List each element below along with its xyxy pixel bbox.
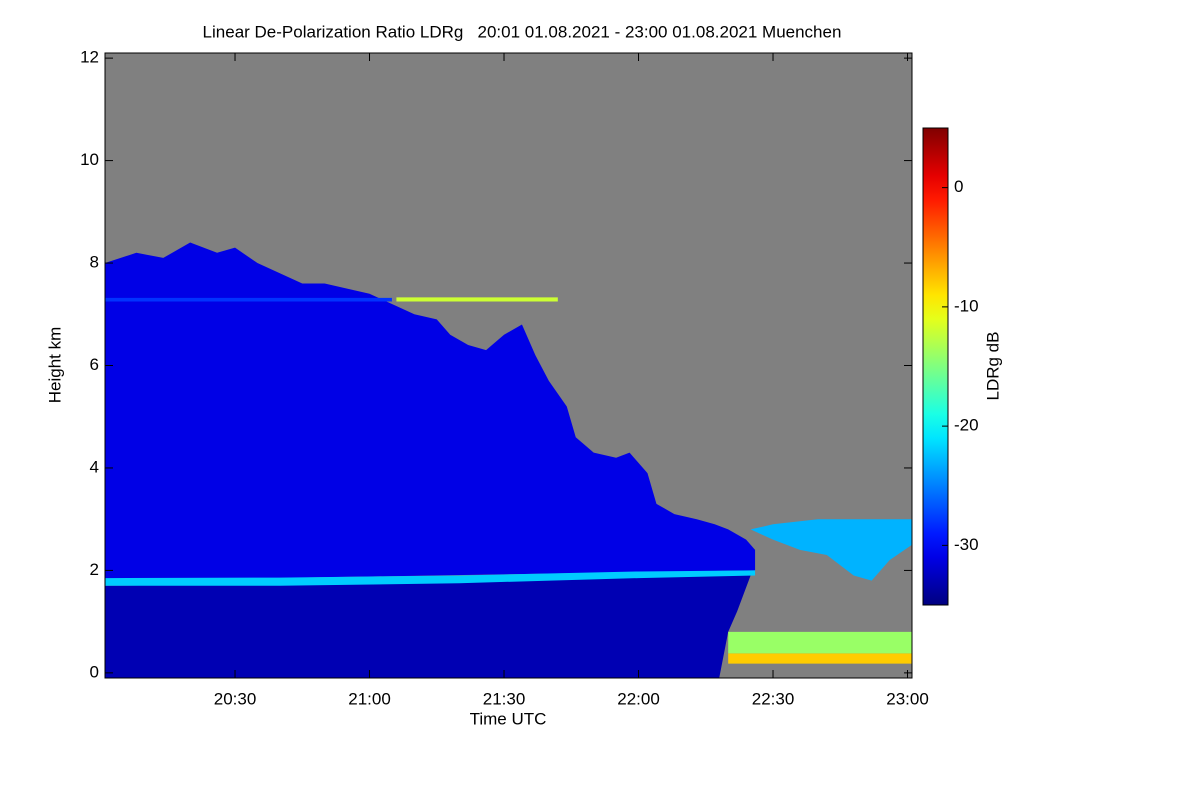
y-tick-label: 6 <box>90 355 99 374</box>
x-tick-label: 22:30 <box>752 689 795 708</box>
y-tick-label: 4 <box>90 457 99 476</box>
x-tick-label: 23:00 <box>886 689 929 708</box>
colorbar-tick-label: 0 <box>954 177 963 196</box>
ldr-region <box>396 297 558 302</box>
colorbar <box>922 127 949 606</box>
y-axis-label: Height km <box>45 327 64 404</box>
ldr-region <box>728 653 912 664</box>
ldr-region <box>105 575 751 678</box>
chart-title: Linear De-Polarization Ratio LDRg 20:01 … <box>203 22 842 41</box>
colorbar-tick-label: -20 <box>954 416 979 435</box>
colorbar-tick-label: -30 <box>954 535 979 554</box>
x-tick-label: 21:00 <box>348 689 391 708</box>
y-tick-label: 12 <box>80 48 99 67</box>
colorbar-tick-label: -10 <box>954 296 979 315</box>
ldr-region <box>105 297 392 302</box>
x-tick-label: 20:30 <box>214 689 257 708</box>
x-tick-label: 22:00 <box>617 689 660 708</box>
y-tick-label: 8 <box>90 253 99 272</box>
ldr-region <box>105 242 756 581</box>
ldr-region <box>750 519 912 581</box>
x-axis-label: Time UTC <box>470 709 547 728</box>
ldr-region <box>728 631 912 654</box>
colorbar-label: LDRg dB <box>983 332 1002 401</box>
x-tick-label: 21:30 <box>483 689 526 708</box>
y-tick-label: 10 <box>80 150 99 169</box>
ldr-region <box>105 570 756 586</box>
y-tick-label: 0 <box>90 662 99 681</box>
y-tick-label: 2 <box>90 560 99 579</box>
